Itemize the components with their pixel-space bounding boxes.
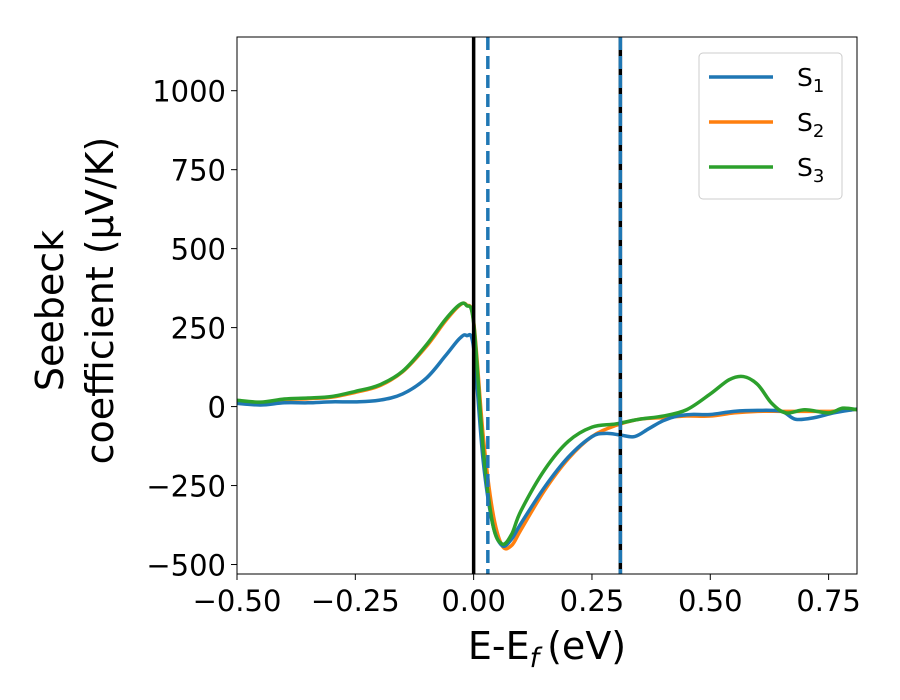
legend: S1 S2 S3 — [698, 52, 843, 200]
y-tick-label: 750 — [171, 154, 226, 188]
legend-label-s3: S3 — [797, 153, 824, 187]
vertical-reference-lines — [471, 37, 623, 574]
x-axis-ticks: −0.50 −0.25 0.00 0.25 0.50 0.75 — [193, 574, 861, 618]
x-axis-label-main: E-E — [468, 624, 530, 668]
y-tick-label: 250 — [171, 312, 226, 346]
x-tick-label: 0.75 — [796, 584, 861, 618]
series-line-s1 — [237, 332, 857, 548]
series-line-s2 — [237, 301, 857, 551]
y-tick-label: −500 — [146, 549, 226, 583]
y-tick-label: 0 — [208, 391, 226, 425]
x-tick-label: −0.50 — [193, 584, 282, 618]
y-axis-label-line1: Seebeck — [28, 230, 72, 391]
x-tick-label: 0.25 — [560, 584, 625, 618]
x-tick-label: −0.25 — [311, 584, 400, 618]
legend-box — [698, 52, 843, 200]
x-axis-label-subscript: f — [530, 643, 543, 674]
legend-label-s2: S2 — [797, 108, 824, 142]
legend-items: S1 S2 S3 — [709, 63, 824, 187]
x-axis-label-unit: (eV) — [547, 624, 626, 668]
series-lines — [237, 301, 857, 551]
y-tick-label: 1000 — [152, 75, 226, 109]
legend-label-s1: S1 — [797, 63, 824, 97]
plot-frame — [236, 36, 858, 575]
y-tick-label: 500 — [171, 233, 226, 267]
x-tick-label: 0.50 — [678, 584, 743, 618]
x-tick-label: 0.00 — [441, 584, 506, 618]
y-axis-label-line2: coefficient (μV/K) — [78, 137, 122, 465]
y-axis-ticks: −500 −250 0 250 500 750 1000 — [146, 75, 237, 583]
y-tick-label: −250 — [146, 470, 226, 504]
x-axis-label: E-Ef (eV) — [468, 624, 626, 674]
series-line-s3 — [237, 301, 857, 547]
